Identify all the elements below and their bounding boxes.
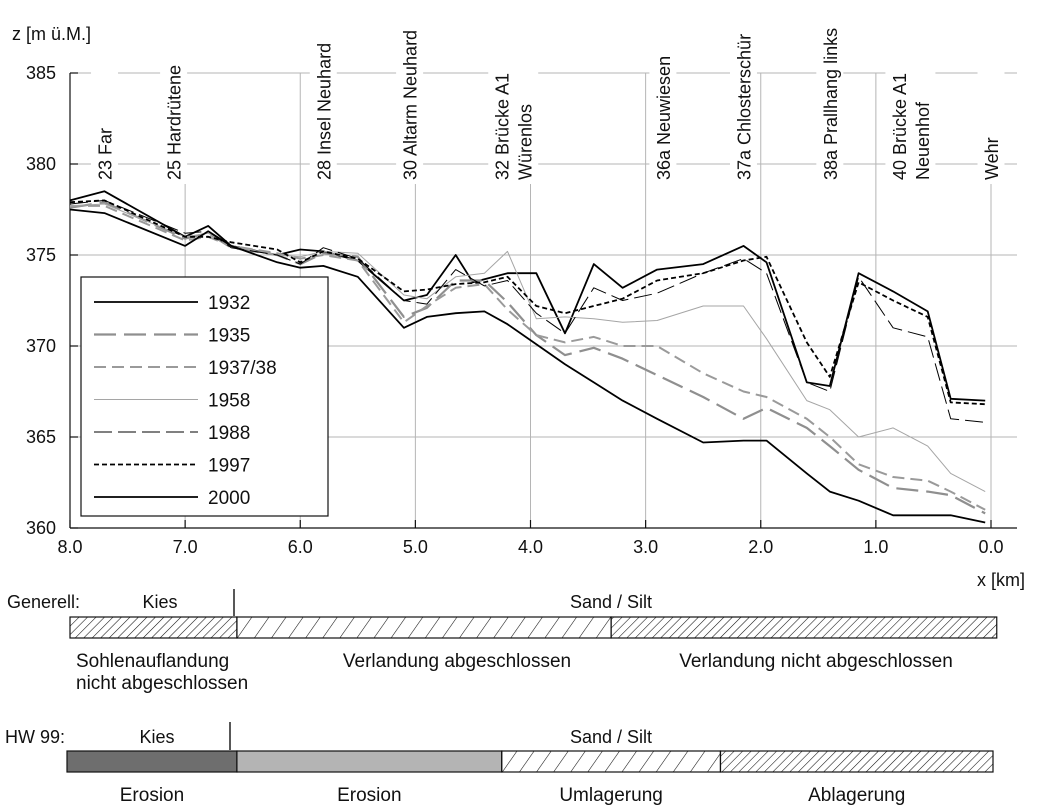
cross-section-label: 37a Chlosterschür	[734, 34, 754, 180]
legend-box	[80, 276, 329, 517]
y-axis-label: z [m ü.M.]	[12, 24, 91, 44]
axes: 360 365 370 375 380 385 8.0 7.0 6.0 5.0 4.0 3.0 2.0 1…	[26, 63, 1017, 557]
x-tick-label: 4.0	[518, 537, 543, 557]
x-tick-label: 5.0	[403, 537, 428, 557]
y-tick-label: 385	[26, 63, 56, 83]
band-annotation: nicht abgeschlossen	[76, 673, 248, 694]
cross-section-label-bg	[91, 6, 119, 184]
y-tick-label: 380	[26, 154, 56, 174]
series-line-1937-38	[70, 204, 986, 511]
band-segment	[69, 616, 238, 639]
x-tick-label: 7.0	[173, 537, 198, 557]
legend-label: 1935	[208, 326, 250, 347]
band-segment	[236, 750, 503, 773]
cross-section-labels: 23 Far 25 Hardrütene 28 Insel Neuhard 30 Al…	[91, 6, 1005, 184]
y-tick-label: 360	[26, 518, 56, 538]
y-tick-label: 375	[26, 245, 56, 265]
legend: 1932 1935 1937/38 1958 1988 1997 2000	[80, 276, 329, 517]
band-material-kies: Kies	[142, 592, 177, 612]
cross-section-label-bg	[396, 6, 424, 184]
band-material-sand-silt: Sand / Silt	[570, 592, 652, 612]
cross-section-label: Wehr	[982, 137, 1002, 180]
x-tick-label: 6.0	[288, 537, 313, 557]
cross-section-label: 38a Prallhang links	[821, 28, 841, 180]
legend-label: 1937/38	[208, 358, 277, 379]
cross-section-label-bg	[977, 6, 1005, 184]
band-material-sand-silt: Sand / Silt	[570, 727, 652, 747]
legend-label: 1932	[208, 293, 250, 314]
legend-label: 1988	[208, 423, 250, 444]
band-material-kies: Kies	[139, 727, 174, 747]
series-line-2000	[69, 208, 986, 524]
legend-label: 2000	[208, 488, 250, 509]
cross-section-label: 25 Hardrütene	[165, 65, 185, 180]
x-tick-label: 3.0	[633, 537, 658, 557]
x-tick-label: 1.0	[863, 537, 888, 557]
band-segment	[610, 616, 998, 639]
band-segment	[501, 750, 722, 773]
series-line-1997	[69, 199, 986, 406]
cross-section-label-bg	[309, 6, 337, 184]
band-segment	[719, 750, 994, 773]
x-axis-label: x [km]	[977, 570, 1025, 590]
series-line-1988	[69, 199, 986, 423]
band-label-generell: Generell:	[7, 592, 80, 612]
band-label-hw99: HW 99:	[5, 727, 65, 747]
series-line-1935	[69, 201, 986, 515]
x-tick-label: 0.0	[978, 537, 1003, 557]
cross-section-label-bg	[649, 6, 677, 184]
cross-section-label: Würenlos	[516, 104, 536, 180]
band-annotation: Verlandung abgeschlossen	[343, 651, 571, 672]
cross-section-label: 28 Insel Neuhard	[314, 43, 334, 180]
y-tick-label: 365	[26, 427, 56, 447]
cross-section-label: 23 Far	[96, 128, 116, 180]
cross-section-label: 32 Brücke A1	[493, 73, 513, 180]
band-annotation: Verlandung nicht abgeschlossen	[679, 651, 953, 672]
classification-bands: Generell: Kies Sand / Silt Sohlenauflandung…	[5, 589, 998, 806]
cross-section-label-bg	[488, 6, 539, 184]
cross-section-label: 36a Neuwiesen	[654, 56, 674, 180]
cross-section-label: 30 Altarm Neuhard	[401, 30, 421, 180]
band-segment	[66, 750, 238, 773]
band-segment-label: Umlagerung	[559, 785, 663, 806]
series-lines	[69, 190, 986, 524]
band-annotation: Sohlenauflandung	[76, 651, 229, 672]
band-segment-label: Ablagerung	[808, 785, 905, 806]
cross-section-label-bg	[885, 6, 936, 184]
band-segment	[236, 616, 612, 639]
band-segment-label: Erosion	[120, 785, 184, 806]
cross-section-label-bg	[729, 6, 757, 184]
band-segment-label: Erosion	[337, 785, 401, 806]
cross-section-label-bg	[160, 6, 188, 184]
x-tick-label: 2.0	[748, 537, 773, 557]
y-tick-label: 370	[26, 336, 56, 356]
cross-section-label: Neuenhof	[913, 101, 933, 180]
cross-section-label-bg	[816, 6, 844, 184]
x-tick-label: 8.0	[57, 537, 82, 557]
legend-label: 1958	[208, 391, 250, 412]
series-line-1958	[69, 203, 986, 493]
legend-label: 1997	[208, 456, 250, 477]
cross-section-label: 40 Brücke A1	[890, 73, 910, 180]
